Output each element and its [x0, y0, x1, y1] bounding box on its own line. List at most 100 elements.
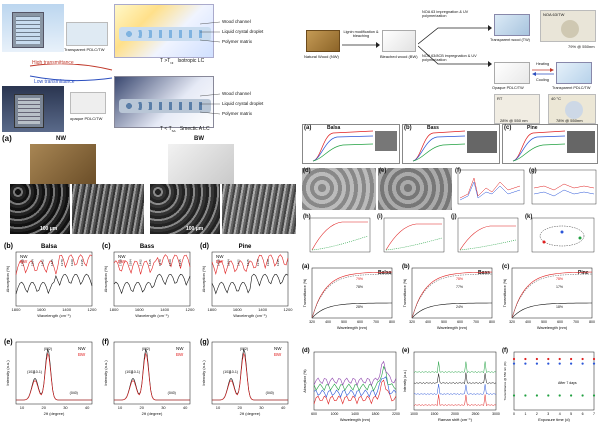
abs-xtick: 600 — [311, 412, 317, 416]
rt-k: (k) — [524, 214, 598, 258]
ftir-ylabel: Absorption (%) — [5, 265, 10, 292]
ftir-bw-line — [15, 254, 93, 275]
tr-xtick: 400 — [325, 320, 331, 324]
stab-xtick: 6 — [582, 412, 584, 416]
xrd-legend-nw: NW — [274, 346, 282, 351]
smectic-diagram — [114, 76, 214, 128]
xrd-xtick: 20 — [237, 405, 242, 410]
opaque-label: opaque PDLC/TW — [70, 116, 103, 121]
heating-label: Heating — [536, 62, 550, 66]
stab-xlabel: Exposure time (d) — [538, 417, 570, 422]
ftir-xtick: 1800 — [12, 307, 22, 312]
tr-curve — [411, 273, 492, 319]
rt-photo: RT — [494, 94, 540, 124]
tr-curve — [511, 273, 592, 319]
tr-frame — [311, 267, 393, 319]
xrd-ylabel: Intensity (a.u.) — [103, 360, 108, 386]
ftir-ylabel: Absorption (%) — [201, 265, 206, 292]
right-top-panel: (a) Balsa (b) Bass (c) Pine (d) (e) (f) … — [302, 124, 600, 260]
scale-bar-2: 100 μm — [186, 226, 204, 232]
ftir-peak-label: 1720 — [21, 259, 25, 266]
abs-ylabel: Absorption (%) — [303, 369, 307, 392]
xrd-peak-label: (101) — [125, 370, 133, 374]
ftir-frame — [211, 251, 289, 307]
nw-wood-photo — [30, 144, 96, 184]
ftir-peak-label: 1462 — [236, 259, 240, 266]
raman-frame — [413, 351, 497, 411]
rt-f: (f) — [454, 168, 526, 210]
xrd-bw-line — [16, 352, 92, 401]
nw-sem-right — [72, 184, 144, 234]
raman-xtick: 3000 — [492, 412, 500, 416]
xrd-xtick: 30 — [259, 405, 264, 410]
xrd-letter: (g) — [200, 339, 209, 346]
xrd-chart-1: (f) Intensity (a.u.) 10 20 30 40 2θ (degree) NW… — [102, 339, 191, 416]
abs-xtick: 1800 — [372, 412, 380, 416]
stab-letter: (f) — [502, 348, 508, 354]
ftir-legend-nw: NW — [118, 254, 126, 259]
xrd-legend-bw: BW — [78, 352, 86, 357]
tr-title: Balsa — [378, 270, 392, 276]
abs-curve — [313, 360, 397, 387]
abs-curve — [313, 376, 397, 398]
xrd-charts: (e) Intensity (a.u.) 10 20 30 40 2θ (degree) NW… — [4, 339, 289, 416]
tr-letter: (c) — [502, 264, 509, 270]
ftir-xtick: 1200 — [88, 307, 98, 312]
ftir-nw-line — [15, 273, 93, 295]
tr-curve — [511, 302, 592, 319]
stab-point — [570, 362, 573, 365]
tr-xlabel: Wavelength (nm) — [437, 325, 468, 330]
stab-point — [512, 394, 516, 397]
stab-point — [581, 357, 584, 361]
ftir-xtick: 1200 — [186, 307, 196, 312]
ftir-letter: (c) — [102, 243, 111, 250]
raman-xtick: 1500 — [431, 412, 439, 416]
tr-curve — [311, 271, 392, 319]
ftir-peak-label: 1235 — [276, 259, 280, 266]
nw-title: NW — [56, 136, 66, 142]
ftir-xtick: 1800 — [110, 307, 120, 312]
tr-curve — [511, 271, 592, 319]
opaque-pdlc-label: Opaque PDLC/TW — [492, 86, 524, 90]
transparent-label: Transparent PDLC/TW — [64, 47, 105, 52]
ftir-chart-2: (d) Pine Absorption (%) 1800 1600 1400 1200 Wav… — [200, 243, 293, 318]
stab-point — [570, 394, 573, 397]
stab-point — [558, 357, 561, 361]
top-layer-label-2: Liquid crystal droplet — [222, 29, 264, 34]
building-day-image — [2, 4, 64, 52]
abs-xtick: 2200 — [392, 412, 400, 416]
xrd-xlabel: 2θ (degree) — [44, 411, 65, 416]
xrd-xtick: 30 — [161, 405, 166, 410]
transparent-wood-label: Transparent wood (TW) — [490, 38, 530, 42]
natural-wood-block — [306, 30, 340, 52]
ftir-nw-line — [113, 273, 191, 295]
xrd-peak-label: (040) — [70, 391, 78, 395]
stab-xtick: 5 — [570, 412, 572, 416]
tr-ylabel: Transmittance (%) — [503, 279, 507, 307]
arrow-step2b — [418, 45, 492, 67]
stab-after: After 7 days — [558, 381, 577, 385]
ftir-bw-line — [211, 254, 289, 276]
p3-label: 78% @ 550nm — [556, 118, 583, 123]
rt-j: (j) — [450, 214, 522, 258]
raman-curve — [413, 372, 497, 385]
tr-curve — [411, 271, 492, 319]
stab-point — [558, 362, 561, 365]
abs-curve — [313, 379, 397, 405]
tr-pct: 78% — [456, 277, 463, 281]
tr-ylabel: Transmittance (%) — [303, 279, 307, 307]
xrd-peak-label: (040) — [266, 391, 274, 395]
abs-curve — [313, 365, 397, 392]
bottom-layer-label-2: Liquid crystal droplet — [222, 101, 264, 106]
opaque-pdlc-block — [494, 62, 530, 84]
stab-point — [592, 362, 596, 365]
tr-title: Pine — [578, 270, 589, 276]
stab-point — [581, 394, 584, 397]
xrd-xtick: 10 — [118, 405, 123, 410]
raman-ylabel: Intensity (a.u.) — [403, 370, 407, 392]
ftir-peak-label: 1594 — [128, 259, 132, 266]
tr-pct: 79% — [356, 277, 363, 281]
bleached-wood-block — [382, 30, 416, 52]
p1-label: 79% @ 550nm — [568, 44, 595, 49]
